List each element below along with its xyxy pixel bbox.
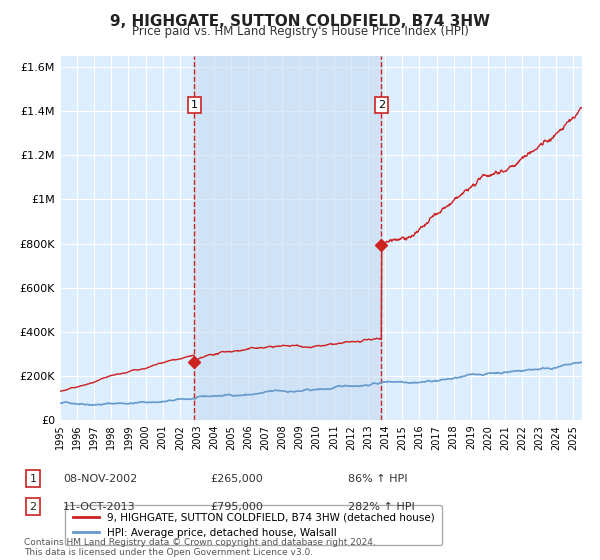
Text: Contains HM Land Registry data © Crown copyright and database right 2024.
This d: Contains HM Land Registry data © Crown c… — [24, 538, 376, 557]
Bar — [194, 56, 382, 420]
Text: 9, HIGHGATE, SUTTON COLDFIELD, B74 3HW: 9, HIGHGATE, SUTTON COLDFIELD, B74 3HW — [110, 14, 490, 29]
Text: 1: 1 — [29, 474, 37, 484]
Text: 08-NOV-2002: 08-NOV-2002 — [63, 474, 137, 484]
Text: 11-OCT-2013: 11-OCT-2013 — [63, 502, 136, 512]
Text: £265,000: £265,000 — [210, 474, 263, 484]
Text: 86% ↑ HPI: 86% ↑ HPI — [348, 474, 407, 484]
Legend: 9, HIGHGATE, SUTTON COLDFIELD, B74 3HW (detached house), HPI: Average price, det: 9, HIGHGATE, SUTTON COLDFIELD, B74 3HW (… — [65, 505, 442, 545]
Text: 282% ↑ HPI: 282% ↑ HPI — [348, 502, 415, 512]
Text: £795,000: £795,000 — [210, 502, 263, 512]
Text: Price paid vs. HM Land Registry's House Price Index (HPI): Price paid vs. HM Land Registry's House … — [131, 25, 469, 38]
Text: 2: 2 — [378, 100, 385, 110]
Text: 2: 2 — [29, 502, 37, 512]
Text: 1: 1 — [191, 100, 198, 110]
